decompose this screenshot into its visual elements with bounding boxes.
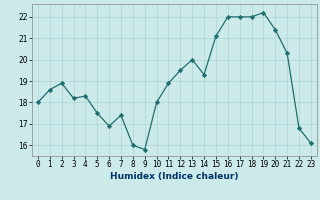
X-axis label: Humidex (Indice chaleur): Humidex (Indice chaleur) <box>110 172 239 181</box>
